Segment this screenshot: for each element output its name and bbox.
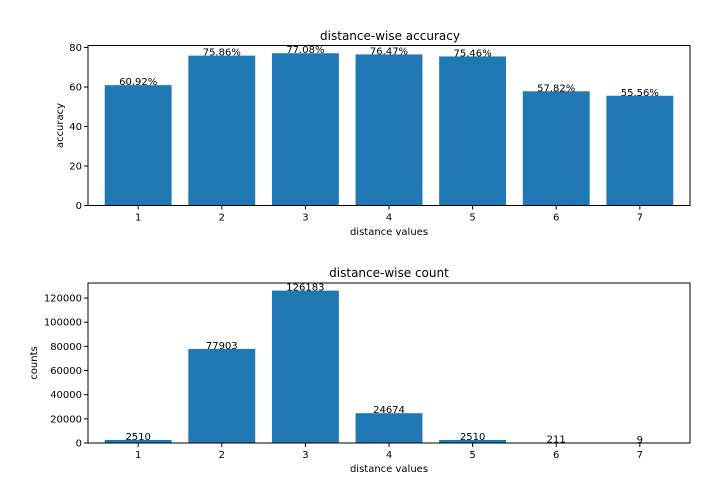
accuracy-bar-5 <box>439 56 507 206</box>
accuracy-chart-title: distance-wise accuracy <box>320 29 460 43</box>
accuracy-chart: distance-wise accuracy 60.92% 75.86% 77.08… <box>55 29 691 238</box>
count-y-tick-label-40000: 40000 <box>50 390 82 401</box>
accuracy-data-label-2: 75.86% <box>203 48 241 59</box>
accuracy-data-label-5: 75.46% <box>454 48 492 59</box>
count-y-tick-label-120000: 120000 <box>44 294 82 305</box>
accuracy-data-label-6: 57.82% <box>537 83 575 94</box>
accuracy-bar-7 <box>606 95 674 206</box>
accuracy-x-tick-label-2: 2 <box>219 213 225 224</box>
count-bar-5 <box>439 439 507 443</box>
count-y-tick-label-80000: 80000 <box>50 342 82 353</box>
accuracy-bar-4 <box>355 54 423 206</box>
accuracy-data-label-3: 77.08% <box>286 45 324 56</box>
count-chart: distance-wise count 25107790312618324674… <box>29 266 691 475</box>
accuracy-bar-6 <box>522 91 590 206</box>
accuracy-bar-1 <box>104 85 172 206</box>
count-y-tick-label-60000: 60000 <box>50 366 82 377</box>
count-x-tick-label-5: 5 <box>469 450 475 461</box>
count-bar-4 <box>355 413 423 443</box>
count-y-tick-label-0: 0 <box>76 439 82 450</box>
count-data-label-4: 24674 <box>373 405 405 416</box>
accuracy-y-tick-label-40: 40 <box>69 122 82 133</box>
count-bar-3 <box>271 290 339 443</box>
count-x-tick-label-4: 4 <box>386 450 392 461</box>
count-chart-title: distance-wise count <box>329 266 449 280</box>
accuracy-bar-3 <box>271 53 339 206</box>
count-bar-2 <box>188 348 256 443</box>
count-y-tick-label-100000: 100000 <box>44 318 82 329</box>
accuracy-x-axis-label: distance values <box>350 227 428 238</box>
count-data-label-6: 211 <box>547 435 566 446</box>
count-data-label-7: 9 <box>637 435 643 446</box>
accuracy-data-label-7: 55.56% <box>621 88 659 99</box>
accuracy-bar-2 <box>188 55 256 206</box>
count-plot-frame <box>87 282 691 444</box>
count-y-tick-label-20000: 20000 <box>50 414 82 425</box>
count-x-axis-label: distance values <box>350 464 428 475</box>
accuracy-y-tick-label-60: 60 <box>69 82 82 93</box>
count-y-axis-label: counts <box>29 346 40 379</box>
count-data-label-1: 2510 <box>125 432 150 443</box>
accuracy-x-tick-label-3: 3 <box>302 213 308 224</box>
count-x-tick-label-1: 1 <box>135 450 141 461</box>
count-data-label-3: 126183 <box>286 283 324 294</box>
accuracy-x-tick-label-6: 6 <box>553 213 559 224</box>
accuracy-x-tick-label-4: 4 <box>386 213 392 224</box>
accuracy-y-tick-label-20: 20 <box>69 161 82 172</box>
accuracy-x-tick-label-1: 1 <box>135 213 141 224</box>
accuracy-data-label-4: 76.47% <box>370 46 408 57</box>
accuracy-y-axis-label: accuracy <box>55 103 66 148</box>
count-x-tick-label-2: 2 <box>219 450 225 461</box>
count-x-tick-label-3: 3 <box>302 450 308 461</box>
count-bar-1 <box>104 439 172 443</box>
count-x-tick-label-7: 7 <box>637 450 643 461</box>
count-x-tick-label-6: 6 <box>553 450 559 461</box>
accuracy-y-tick-label-0: 0 <box>76 201 82 212</box>
accuracy-y-tick-label-80: 80 <box>69 43 82 54</box>
accuracy-plot-frame <box>87 45 691 206</box>
accuracy-x-tick-label-5: 5 <box>469 213 475 224</box>
accuracy-x-tick-label-7: 7 <box>637 213 643 224</box>
count-data-label-2: 77903 <box>206 341 238 352</box>
accuracy-data-label-1: 60.92% <box>119 77 157 88</box>
count-data-label-5: 2510 <box>460 432 485 443</box>
